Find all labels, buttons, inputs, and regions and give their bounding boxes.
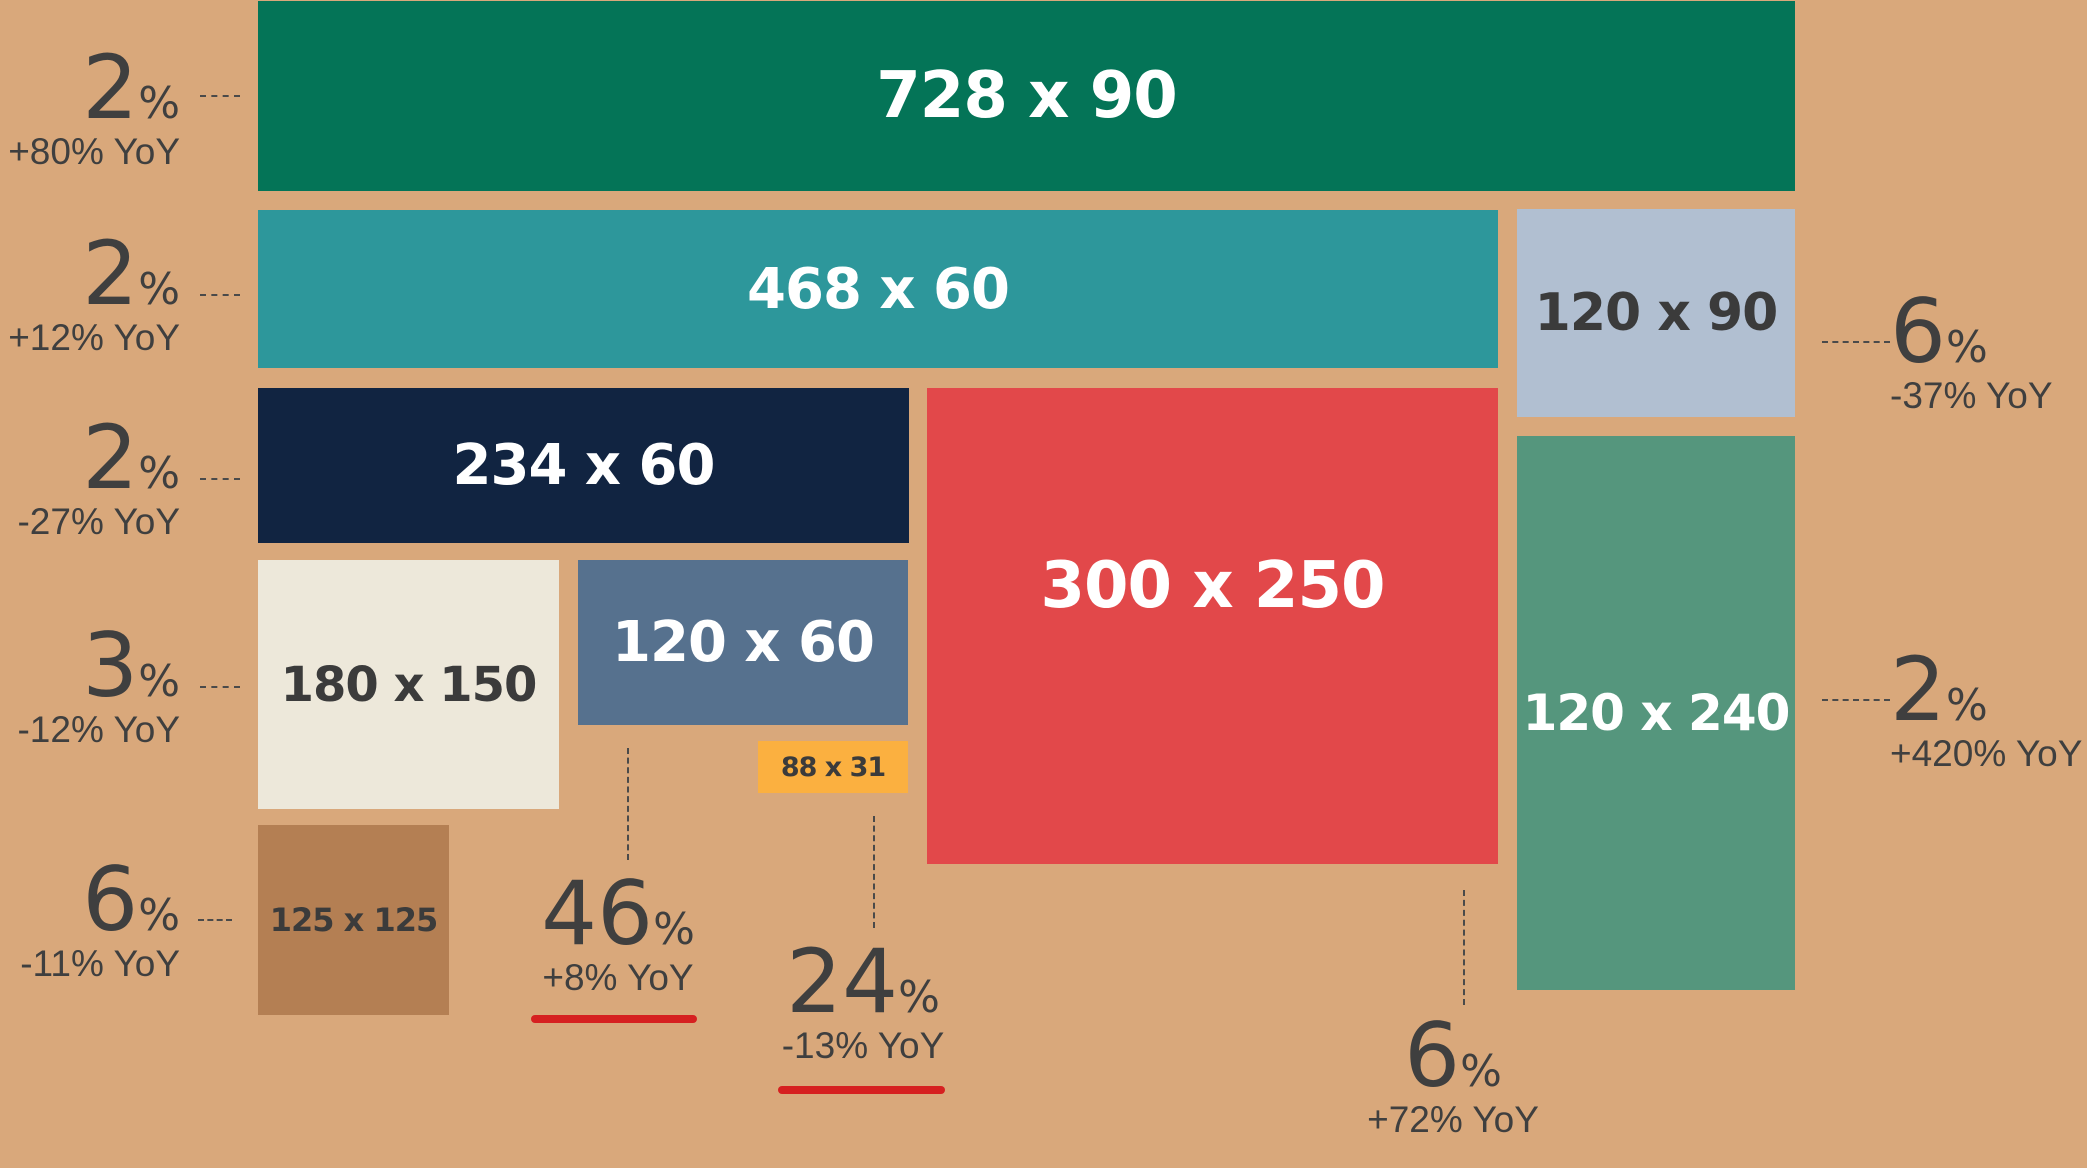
box-300x250: 300 x 250: [927, 388, 1498, 864]
box-label: 234 x 60: [452, 433, 716, 498]
box-label: 120 x 90: [1534, 283, 1779, 343]
box-label: 180 x 150: [280, 656, 538, 713]
stat-120x60: 46% +8% YoY: [518, 870, 718, 998]
stat-unit: %: [138, 78, 180, 129]
connector-line: [200, 478, 240, 480]
stat-180x150: 3% -12% YoY: [17, 622, 180, 750]
stat-value: 6: [82, 848, 139, 951]
connector-line: [873, 816, 875, 928]
stat-value: 3: [82, 614, 139, 717]
stat-yoy: +72% YoY: [1367, 1099, 1539, 1140]
highlight-underline: [531, 1015, 697, 1023]
stat-120x240: 2% +420% YoY: [1890, 646, 2082, 774]
box-label: 88 x 31: [780, 751, 886, 783]
stat-value: 24: [786, 930, 899, 1033]
stat-value: 2: [82, 222, 139, 325]
stat-unit: %: [1460, 1046, 1502, 1097]
connector-line: [627, 748, 629, 860]
connector-line: [1822, 699, 1890, 701]
box-125x125: 125 x 125: [258, 825, 449, 1015]
stat-yoy: -13% YoY: [781, 1025, 945, 1066]
stat-yoy: -11% YoY: [20, 943, 180, 984]
box-728x90: 728 x 90: [258, 1, 1795, 191]
stat-value: 2: [82, 406, 139, 509]
stat-unit: %: [138, 448, 180, 499]
stat-468x60: 2% +12% YoY: [8, 230, 180, 358]
stat-yoy: -12% YoY: [17, 709, 180, 750]
box-234x60: 234 x 60: [258, 388, 909, 543]
stat-unit: %: [653, 904, 695, 955]
box-180x150: 180 x 150: [258, 560, 559, 809]
connector-line: [200, 686, 240, 688]
stat-yoy: +420% YoY: [1890, 733, 2083, 774]
stat-yoy: -27% YoY: [17, 501, 180, 542]
connector-line: [1463, 890, 1465, 1005]
stat-value: 6: [1890, 280, 1946, 383]
box-120x90: 120 x 90: [1517, 209, 1795, 417]
stat-unit: %: [1946, 322, 1988, 373]
stat-125x125: 6% -11% YoY: [20, 856, 180, 984]
connector-line: [198, 919, 232, 921]
stat-yoy: +80% YoY: [8, 131, 180, 172]
stat-300x250: 6% +72% YoY: [1353, 1012, 1553, 1140]
stat-88x31: 24% -13% YoY: [763, 938, 963, 1066]
stat-unit: %: [1946, 680, 1988, 731]
connector-line: [1822, 341, 1890, 343]
box-label: 125 x 125: [269, 901, 439, 939]
stat-yoy: +8% YoY: [542, 957, 694, 998]
box-label: 728 x 90: [876, 59, 1177, 133]
stat-value: 6: [1404, 1004, 1461, 1107]
stat-value: 46: [541, 862, 654, 965]
connector-line: [200, 95, 240, 97]
stat-value: 2: [82, 36, 139, 139]
stat-unit: %: [138, 264, 180, 315]
box-label: 468 x 60: [747, 256, 1010, 322]
box-label: 120 x 240: [1522, 684, 1791, 742]
box-88x31: 88 x 31: [758, 741, 908, 793]
stat-120x90: 6% -37% YoY: [1890, 288, 2053, 416]
stat-unit: %: [898, 972, 940, 1023]
highlight-underline: [778, 1086, 945, 1094]
stat-unit: %: [138, 656, 180, 707]
stat-value: 2: [1890, 638, 1946, 741]
stat-728x90: 2% +80% YoY: [8, 44, 180, 172]
stat-yoy: +12% YoY: [8, 317, 180, 358]
stat-unit: %: [138, 890, 180, 941]
box-120x60: 120 x 60: [578, 560, 908, 725]
box-label: 120 x 60: [612, 610, 875, 675]
box-120x240: 120 x 240: [1517, 436, 1795, 990]
stat-yoy: -37% YoY: [1890, 375, 2053, 416]
stat-234x60: 2% -27% YoY: [17, 414, 180, 542]
connector-line: [200, 294, 240, 296]
box-label: 300 x 250: [1040, 549, 1385, 623]
box-468x60: 468 x 60: [258, 210, 1498, 368]
